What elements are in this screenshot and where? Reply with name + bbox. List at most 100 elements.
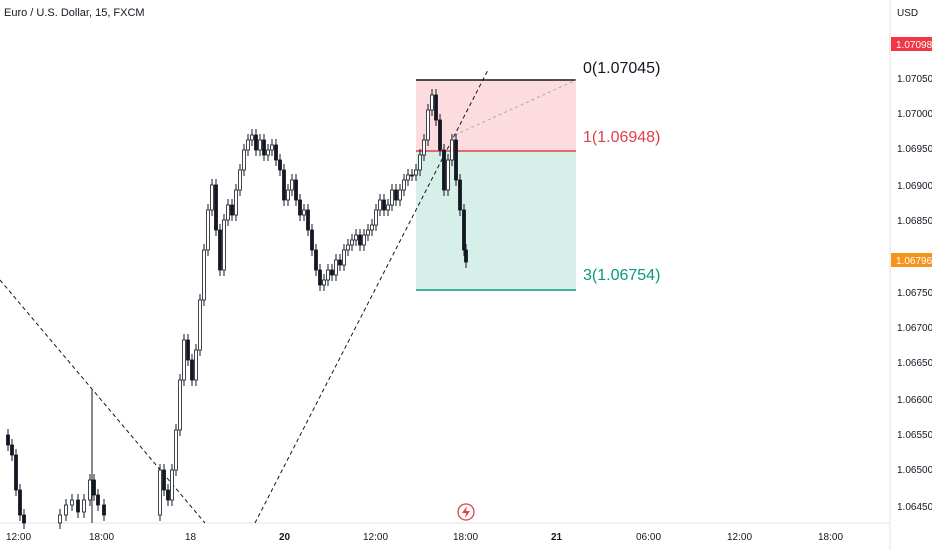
candle-body xyxy=(318,269,322,286)
candle-body xyxy=(378,199,382,211)
candle-body xyxy=(402,179,406,191)
price-label: 1.06550 xyxy=(897,430,932,441)
candle-body xyxy=(202,249,206,301)
price-axis[interactable]: 1.07050 1.07000 1.06950 1.06900 1.06850 … xyxy=(897,74,932,513)
candle-body xyxy=(254,134,258,151)
price-label: 1.06950 xyxy=(897,144,932,155)
candle-body xyxy=(206,209,210,251)
candle-body xyxy=(70,499,74,506)
candle-body xyxy=(282,169,286,201)
price-label: 1.07050 xyxy=(897,74,932,85)
candle-body xyxy=(170,469,174,501)
candle-body xyxy=(286,189,290,201)
candle-body xyxy=(178,379,182,431)
candle-body xyxy=(394,189,398,201)
time-label: 06:00 xyxy=(636,532,661,543)
candle-body xyxy=(464,249,468,263)
candle-body xyxy=(446,159,450,191)
candle-body xyxy=(334,259,338,276)
high-price-tag-label: 1.07098 xyxy=(896,40,932,51)
candle-body xyxy=(88,479,92,501)
time-axis[interactable]: 12:00 18:00 18 20 12:00 18:00 21 06:00 1… xyxy=(6,532,843,543)
time-label: 18:00 xyxy=(453,532,478,543)
price-label: 1.06700 xyxy=(897,323,932,334)
candle-body xyxy=(398,189,402,201)
candle-body xyxy=(386,204,390,211)
candle-body xyxy=(82,499,86,513)
candle-body xyxy=(346,244,350,251)
flash-icon[interactable] xyxy=(457,503,475,521)
candle-body xyxy=(234,189,238,216)
price-label: 1.06900 xyxy=(897,181,932,192)
candle-body xyxy=(390,189,394,206)
candle-body xyxy=(314,249,318,271)
projection-line[interactable] xyxy=(454,79,577,136)
candle-body xyxy=(222,219,226,271)
candle-body xyxy=(58,514,62,524)
candle-body xyxy=(414,169,418,176)
candle-body xyxy=(442,149,446,191)
candle-body xyxy=(246,139,250,151)
candle-body xyxy=(92,479,96,496)
candle-body xyxy=(462,209,466,251)
descending-trendline[interactable] xyxy=(0,279,206,524)
candle-body xyxy=(358,234,362,246)
candle-body xyxy=(290,179,294,191)
candle-body xyxy=(210,184,214,211)
price-label: 1.06450 xyxy=(897,502,932,513)
last-price-tag xyxy=(891,253,932,267)
time-label: 18:00 xyxy=(818,532,843,543)
time-label: 21 xyxy=(551,532,563,543)
candle-body xyxy=(190,359,194,381)
candle-body xyxy=(214,184,218,231)
candle-body xyxy=(342,249,346,266)
candle-body xyxy=(230,204,234,216)
candle-body xyxy=(166,489,170,501)
symbol-title: Euro / U.S. Dollar, 15, FXCM xyxy=(4,7,145,19)
candle-body xyxy=(298,199,302,216)
candle-body xyxy=(266,149,270,156)
last-price-tag-label: 1.06796 xyxy=(896,256,932,267)
level-1-label: 1(1.06948) xyxy=(583,129,660,146)
candle-body xyxy=(18,489,22,516)
candle-body xyxy=(450,139,454,161)
time-label: 12:00 xyxy=(727,532,752,543)
candle-body xyxy=(350,239,354,246)
candle-body xyxy=(418,154,422,171)
price-label: 1.06500 xyxy=(897,465,932,476)
candle-body xyxy=(362,234,366,246)
candle-body xyxy=(410,174,414,177)
candle-body xyxy=(270,144,274,151)
candle-body xyxy=(434,94,438,121)
candle-body xyxy=(422,139,426,156)
price-label: 1.06650 xyxy=(897,358,932,369)
ascending-trendline[interactable] xyxy=(254,69,489,524)
candle-body xyxy=(426,109,430,141)
candle-body xyxy=(238,169,242,191)
candle-body xyxy=(250,134,254,141)
candlestick-series xyxy=(6,89,468,529)
candle-body xyxy=(198,299,202,351)
candle-body xyxy=(294,179,298,201)
candle-body xyxy=(182,339,186,381)
candle-body xyxy=(406,174,410,181)
high-price-tag xyxy=(891,37,932,51)
candle-body xyxy=(76,499,80,513)
take-profit-zone[interactable] xyxy=(416,151,576,290)
candle-body xyxy=(354,234,358,241)
candle-body xyxy=(326,269,330,281)
candle-body xyxy=(158,469,162,516)
candle-body xyxy=(14,454,18,491)
candle-body xyxy=(330,269,334,276)
price-label: 1.07000 xyxy=(897,109,932,120)
candle-body xyxy=(6,434,10,446)
candle-body xyxy=(242,149,246,171)
currency-label: USD xyxy=(897,8,918,19)
candle-body xyxy=(438,119,442,151)
candle-body xyxy=(322,279,326,286)
candle-body xyxy=(302,209,306,216)
candle-body xyxy=(162,469,166,491)
candle-body xyxy=(22,514,26,524)
candle-body xyxy=(262,139,266,156)
